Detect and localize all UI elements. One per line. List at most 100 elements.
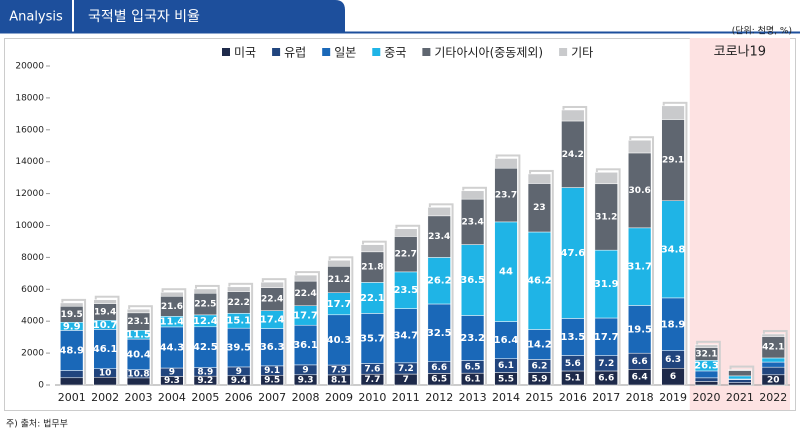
data-label: 19.4 [94,307,116,317]
x-tick-label: 2001 [58,391,86,404]
data-label: 34.8 [661,244,686,255]
bar-segment [761,357,785,363]
data-label: 22.4 [261,295,283,305]
data-label: 16.4 [494,335,519,346]
data-label: 6.6 [598,373,614,383]
data-label: 31.9 [594,279,619,290]
data-label: 21.2 [328,275,350,285]
bar-segment [628,139,652,154]
data-label: 23.4 [462,217,484,227]
bar-segment [761,366,785,376]
bar-segment [360,244,384,253]
data-label: 8.9 [197,367,213,377]
x-tick-label: 2016 [559,391,587,404]
data-label: 13.5 [560,332,585,343]
data-label: 6.6 [431,363,447,373]
data-label: 19.5 [627,324,652,335]
data-label: 6.1 [465,375,481,385]
bar-segment [461,190,485,200]
x-tick-label: 2002 [91,391,119,404]
data-label: 9.1 [264,366,280,376]
data-label: 21.6 [161,302,183,312]
bar-segment [327,260,351,267]
x-tick-label: 2003 [125,391,153,404]
data-label: 6.4 [632,373,648,383]
data-label: 44.3 [160,342,185,353]
data-label: 31.7 [627,262,652,273]
data-label: 24.2 [562,150,584,160]
bar-segment [694,377,719,382]
data-label: 9.9 [63,321,81,332]
data-label: 10 [99,368,112,378]
data-label: 29.1 [662,156,684,166]
data-label: 7.7 [364,375,380,385]
data-label: 36.3 [260,342,285,353]
legend-label: 기타 [571,46,593,60]
data-label: 9 [169,368,175,378]
x-tick-label: 2008 [292,391,320,404]
data-label: 6.5 [431,375,447,385]
unit: (단위: 천명, %) [732,26,792,37]
bar-segment [126,308,151,314]
data-label: 5.6 [565,359,581,369]
data-label: 36.5 [460,275,485,286]
x-tick-label: 2011 [392,391,420,404]
legend-swatch [422,48,431,56]
x-tick-label: 2020 [692,391,720,404]
data-label: 17.7 [327,299,352,310]
data-label: 42.1 [762,343,784,353]
legend-label: 기타아시아(중동제외) [434,46,543,60]
y-tick-label: 2000 [21,349,44,359]
data-label: 6.6 [632,357,648,367]
x-tick-label: 2004 [158,391,186,404]
x-tick-label: 2005 [191,391,219,404]
y-tick-label: 6000 [21,285,44,295]
bar-segment [93,299,117,304]
data-label: 32.5 [427,328,452,339]
header-title-bg [74,0,345,32]
bar-segment [561,109,585,122]
data-label: 5.1 [565,373,581,383]
x-tick-label: 2006 [225,391,253,404]
data-label: 9.3 [298,375,314,385]
x-tick-label: 2015 [525,391,553,404]
bar-segment [694,370,719,379]
data-label: 6 [670,372,676,382]
data-label: 35.7 [360,333,385,344]
data-label: 6.2 [531,362,547,372]
x-tick-label: 2017 [592,391,620,404]
y-tick-label: 10000 [15,221,44,231]
header-tag: Analysis [9,10,63,25]
legend-label: 중국 [384,46,406,60]
bar-segment [494,158,518,169]
y-tick-label: 16000 [15,125,44,135]
data-label: 31.2 [595,212,617,222]
data-label: 22.2 [228,298,250,308]
y-tick-label: 20000 [15,62,44,72]
header-tag-bg [0,0,72,32]
data-label: 40.4 [126,349,151,360]
bar-segment [394,228,418,237]
data-label: 47.6 [560,248,585,259]
bar-segment [594,172,618,185]
x-tick-label: 2019 [659,391,687,404]
data-label: 22.1 [360,293,385,304]
bar-segment [60,370,84,379]
data-label: 17.4 [260,315,285,326]
legend-label: 유럽 [284,46,306,60]
data-label: 11.5 [126,330,151,341]
legend-label: 일본 [334,46,356,60]
bar-segment [728,379,752,383]
data-label: 9 [236,367,242,377]
x-tick-label: 2021 [726,391,754,404]
bar-segment [293,274,318,282]
data-label: 23.5 [393,285,418,296]
legend-swatch [559,48,568,56]
data-label: 26.3 [694,361,719,372]
data-label: 8.1 [331,375,347,385]
bar-segment [694,344,719,348]
data-label: 30.6 [629,186,651,196]
y-tick-label: 14000 [15,157,44,167]
data-label: 22.7 [395,250,417,260]
